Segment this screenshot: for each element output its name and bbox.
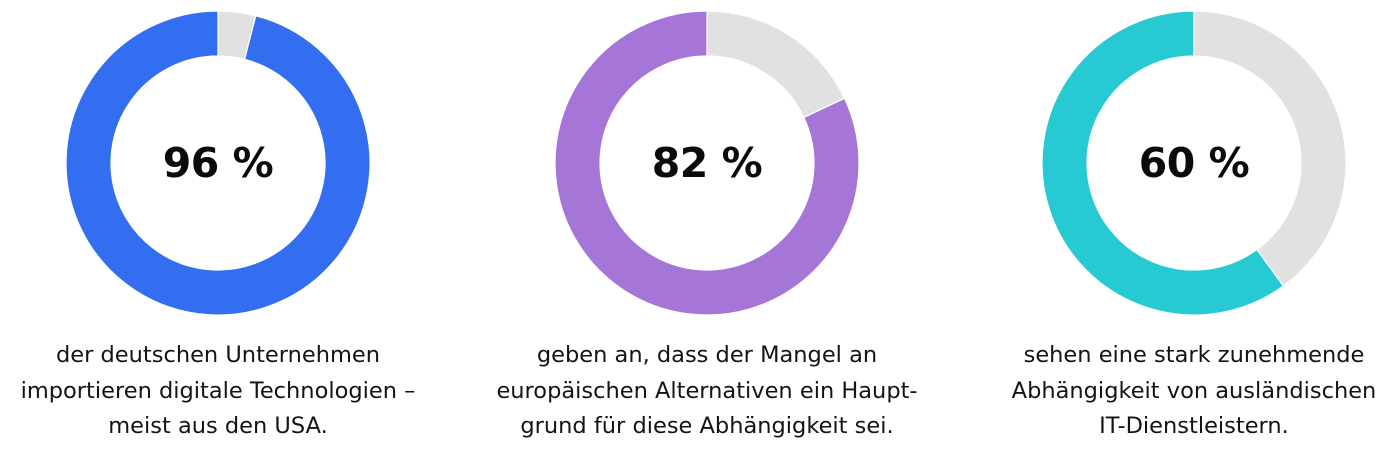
donut-value-segment: [554, 10, 860, 316]
percentage-label: 60 %: [1138, 139, 1250, 187]
stat-caption: der deutschen Unternehmen importieren di…: [0, 338, 448, 445]
stat-caption: geben an, dass der Mangel an europäische…: [477, 338, 937, 445]
caption-line: Abhängigkeit von ausländischen: [1011, 377, 1377, 404]
stat-card-60: 60 % sehen eine stark zunehmende Abhängi…: [964, 0, 1400, 473]
caption-line: der deutschen Unternehmen: [56, 342, 380, 368]
donut-svg: [65, 10, 371, 316]
donut-chart: 60 %: [1041, 10, 1347, 316]
caption-line: grund für diese Abhängigkeit sei.: [520, 413, 894, 439]
percentage-label: 82 %: [651, 139, 763, 187]
caption-line: IT-Dienstleistern.: [1099, 413, 1289, 439]
donut-chart: 82 %: [554, 10, 860, 316]
stat-card-82: 82 % geben an, dass der Mangel an europä…: [477, 0, 937, 473]
donut-value-segment: [1041, 10, 1285, 316]
caption-line: meist aus den USA.: [108, 413, 328, 439]
caption-line: sehen eine stark zunehmende: [1023, 342, 1365, 368]
caption-line: geben an, dass der Mangel an: [536, 342, 878, 368]
donut-value-segment: [65, 10, 371, 316]
stat-caption: sehen eine stark zunehmende Abhängigkeit…: [964, 338, 1400, 445]
donut-svg: [554, 10, 860, 316]
stat-card-96: 96 % der deutschen Unternehmen importier…: [0, 0, 448, 473]
donut-chart: 96 %: [65, 10, 371, 316]
caption-line: importieren digitale Technologien –: [20, 377, 416, 404]
donut-svg: [1041, 10, 1347, 316]
donut-remainder-segment: [1193, 10, 1347, 287]
caption-line: europäischen Alternativen ein Haupt-: [496, 377, 918, 404]
percentage-label: 96 %: [162, 139, 274, 187]
